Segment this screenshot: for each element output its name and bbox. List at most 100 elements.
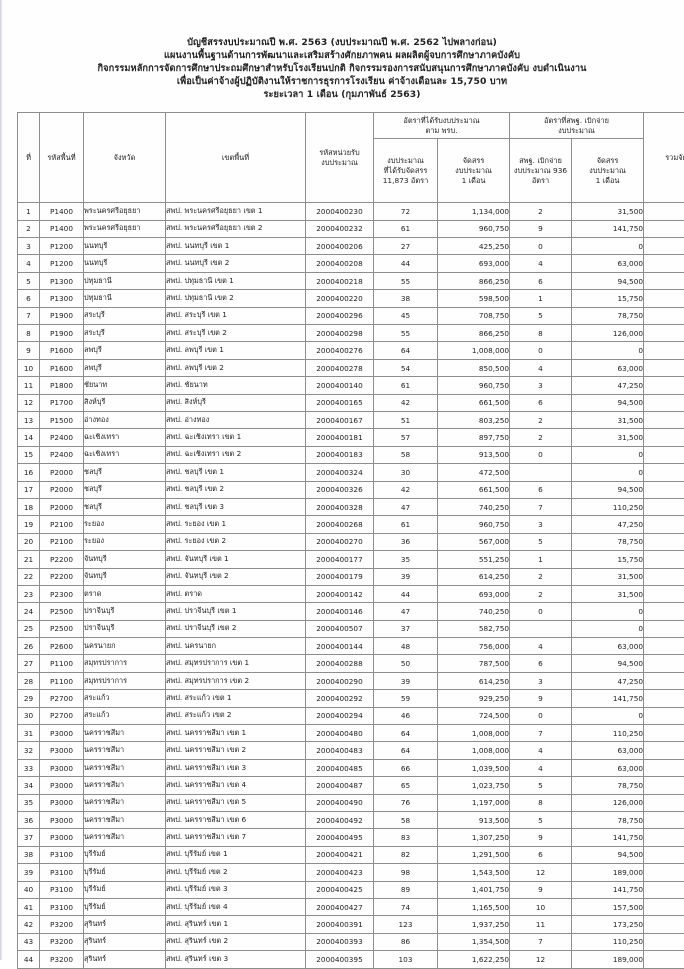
row-cell-area: สพป. สิงห์บุรี bbox=[166, 394, 306, 411]
title-line-1: บัญชีสรรงบประมาณปี พ.ศ. 2563 (งบประมาณปี… bbox=[0, 36, 684, 49]
row-cell-area-code: P1100 bbox=[40, 655, 84, 672]
col-header-province: จังหวัด bbox=[84, 113, 166, 203]
row-cell-rate: 55 bbox=[374, 325, 438, 342]
row-cell-area: สพป. ปราจีนบุรี เขต 2 bbox=[166, 620, 306, 637]
col-header-group-obec: อัตราที่สพฐ. เบิกจ่าย งบประมาณ bbox=[510, 113, 644, 139]
row-cell-no: 8 bbox=[18, 325, 40, 342]
col-header-total: รวมจัดสรร bbox=[644, 113, 684, 203]
row-cell-area-code: P1500 bbox=[40, 412, 84, 429]
row-cell-rate: 38 bbox=[374, 290, 438, 307]
row-cell-area-code: P2700 bbox=[40, 707, 84, 724]
row-cell-rate: 42 bbox=[374, 481, 438, 498]
row-cell-budget-unit-code: 2000400423 bbox=[306, 864, 374, 881]
row-cell-total: 1,323,000 bbox=[644, 794, 684, 811]
row-cell-area: สพป. พระนครศรีอยุธยา เขต 2 bbox=[166, 220, 306, 237]
row-cell-area-code: P3000 bbox=[40, 725, 84, 742]
table-head: ที่ รหัสพื้นที่ จังหวัด เขตพื้นที่ รหัสห… bbox=[18, 113, 684, 203]
row-cell-obec: 5 bbox=[510, 811, 572, 828]
row-cell-obec-alloc: 63,000 bbox=[572, 759, 644, 776]
row-cell-alloc: 614,250 bbox=[438, 568, 510, 585]
row-cell-budget-unit-code: 2000400232 bbox=[306, 220, 374, 237]
row-cell-no: 31 bbox=[18, 725, 40, 742]
row-cell-no: 37 bbox=[18, 829, 40, 846]
row-cell-area: สพป. นครราชสีมา เขต 2 bbox=[166, 742, 306, 759]
row-cell-province: ฉะเชิงเทรา bbox=[84, 446, 166, 463]
row-cell-area-code: P2700 bbox=[40, 690, 84, 707]
row-cell-alloc: 1,008,000 bbox=[438, 725, 510, 742]
row-cell-obec: 6 bbox=[510, 394, 572, 411]
row-cell-area-code: P1200 bbox=[40, 238, 84, 255]
row-cell-no: 36 bbox=[18, 811, 40, 828]
row-cell-obec-alloc: 63,000 bbox=[572, 638, 644, 655]
row-cell-budget-unit-code: 2000400421 bbox=[306, 846, 374, 863]
row-cell-obec: 0 bbox=[510, 707, 572, 724]
page-left-edge-shadow bbox=[0, 0, 3, 960]
row-cell-alloc: 929,250 bbox=[438, 690, 510, 707]
row-cell-obec: 7 bbox=[510, 725, 572, 742]
row-cell-rate: 58 bbox=[374, 811, 438, 828]
row-cell-obec: 2 bbox=[510, 585, 572, 602]
row-cell-total: 425,250 bbox=[644, 238, 684, 255]
row-cell-budget-unit-code: 2000400177 bbox=[306, 551, 374, 568]
title-line-2: แผนงานพื้นฐานด้านการพัฒนาและเสริมสร้างศั… bbox=[0, 49, 684, 62]
row-cell-rate: 35 bbox=[374, 551, 438, 568]
row-cell-alloc: 1,307,250 bbox=[438, 829, 510, 846]
row-cell-area: สพป. นนทบุรี เขต 2 bbox=[166, 255, 306, 272]
row-cell-alloc: 1,039,500 bbox=[438, 759, 510, 776]
alloc-line1: จัดสรร bbox=[438, 156, 509, 166]
row-cell-total: 756,000 bbox=[644, 255, 684, 272]
row-cell-area-code: P3000 bbox=[40, 759, 84, 776]
row-cell-alloc: 866,250 bbox=[438, 325, 510, 342]
row-cell-area-code: P1600 bbox=[40, 342, 84, 359]
row-cell-province: สมุทรปราการ bbox=[84, 655, 166, 672]
row-cell-budget-unit-code: 2000400276 bbox=[306, 342, 374, 359]
row-cell-rate: 55 bbox=[374, 272, 438, 289]
row-cell-obec-alloc: 94,500 bbox=[572, 846, 644, 863]
row-cell-obec-alloc: 94,500 bbox=[572, 272, 644, 289]
row-cell-area-code: P1400 bbox=[40, 220, 84, 237]
row-cell-province: สุรินทร์ bbox=[84, 916, 166, 933]
row-cell-obec: 8 bbox=[510, 794, 572, 811]
row-cell-area-code: P1700 bbox=[40, 394, 84, 411]
row-cell-province: สุรินทร์ bbox=[84, 933, 166, 950]
row-cell-alloc: 850,500 bbox=[438, 359, 510, 376]
row-cell-obec-alloc: 0 bbox=[572, 446, 644, 463]
row-cell-province: ตราด bbox=[84, 585, 166, 602]
row-cell-obec: 2 bbox=[510, 429, 572, 446]
row-cell-area: สพป. ฉะเชิงเทรา เขต 2 bbox=[166, 446, 306, 463]
row-cell-no: 13 bbox=[18, 412, 40, 429]
rate-line3: 11,873 อัตรา bbox=[374, 176, 437, 186]
row-cell-rate: 45 bbox=[374, 307, 438, 324]
row-cell-rate: 58 bbox=[374, 446, 438, 463]
row-cell-alloc: 1,023,750 bbox=[438, 777, 510, 794]
row-cell-obec-alloc: 141,750 bbox=[572, 829, 644, 846]
row-cell-area: สพป. ตราด bbox=[166, 585, 306, 602]
row-cell-alloc: 472,500 bbox=[438, 464, 510, 481]
col-header-no: ที่ bbox=[18, 113, 40, 203]
row-cell-obec: 9 bbox=[510, 690, 572, 707]
row-cell-area: สพป. นครราชสีมา เขต 3 bbox=[166, 759, 306, 776]
row-cell-obec-alloc: 47,250 bbox=[572, 672, 644, 689]
row-cell-no: 30 bbox=[18, 707, 40, 724]
row-cell-area-code: P2200 bbox=[40, 551, 84, 568]
row-cell-alloc: 1,937,250 bbox=[438, 916, 510, 933]
row-cell-obec: 2 bbox=[510, 412, 572, 429]
row-cell-alloc: 425,250 bbox=[438, 238, 510, 255]
row-cell-total: 882,000 bbox=[644, 655, 684, 672]
row-cell-area-code: P3200 bbox=[40, 951, 84, 968]
row-cell-obec: 1 bbox=[510, 290, 572, 307]
row-cell-area: สพป. สุรินทร์ เขต 3 bbox=[166, 951, 306, 968]
row-cell-obec: 1 bbox=[510, 551, 572, 568]
budget-unit-code-line2: งบประมาณ bbox=[306, 158, 373, 168]
row-cell-total: 992,250 bbox=[644, 325, 684, 342]
row-cell-area-code: P1600 bbox=[40, 359, 84, 376]
